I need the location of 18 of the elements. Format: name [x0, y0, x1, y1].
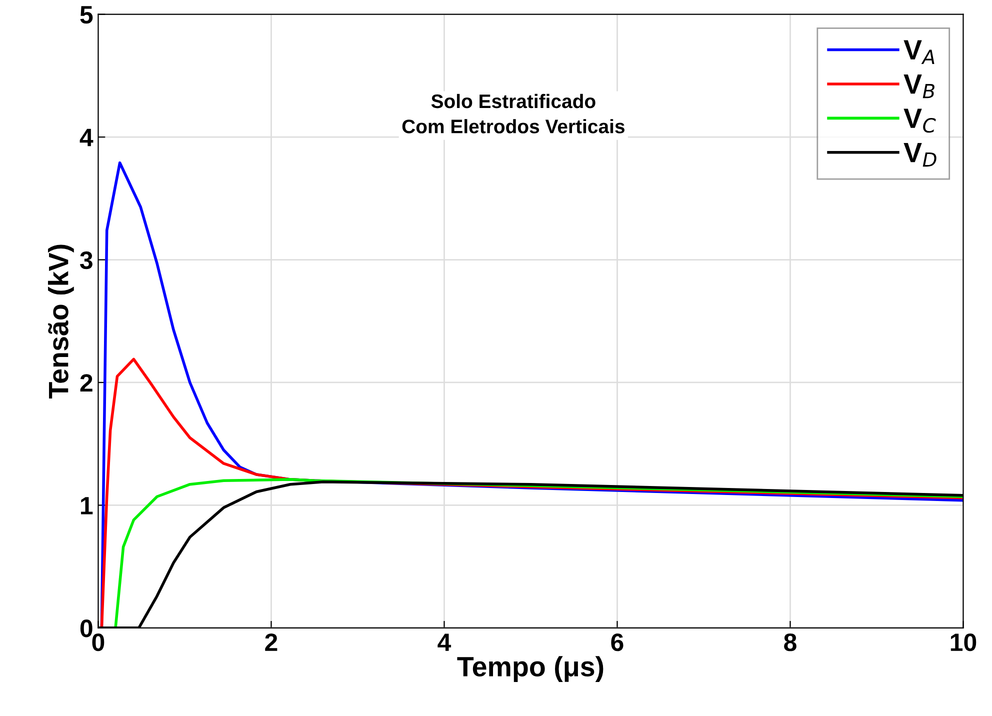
y-tick-label: 4 — [80, 128, 94, 146]
x-tick-label: 8 — [784, 633, 796, 652]
x-tick-label: 2 — [265, 633, 278, 651]
x-tick-label: 4 — [438, 634, 452, 651]
legend-label: V$_{D}$ — [904, 142, 936, 167]
legend-label: V$_{A}$ — [904, 40, 934, 64]
y-axis-title: Tensão (kV) — [48, 244, 74, 399]
x-tick-label: 10 — [950, 633, 976, 652]
y-tick-label: 3 — [80, 251, 92, 270]
legend-label: V$_{C}$ — [904, 108, 936, 133]
legend-label: V$_{B}$ — [904, 74, 934, 98]
y-tick-label: 2 — [80, 374, 92, 392]
y-tick-label: 0 — [80, 620, 92, 638]
y-tick-label: 5 — [80, 6, 93, 24]
x-axis-title: Tempo (μs) — [457, 656, 604, 682]
x-tick-label: 6 — [611, 633, 624, 652]
annotation: Solo Estratificado Com Eletrodos Verticais — [402, 94, 624, 134]
y-tick-label: 1 — [81, 497, 93, 514]
